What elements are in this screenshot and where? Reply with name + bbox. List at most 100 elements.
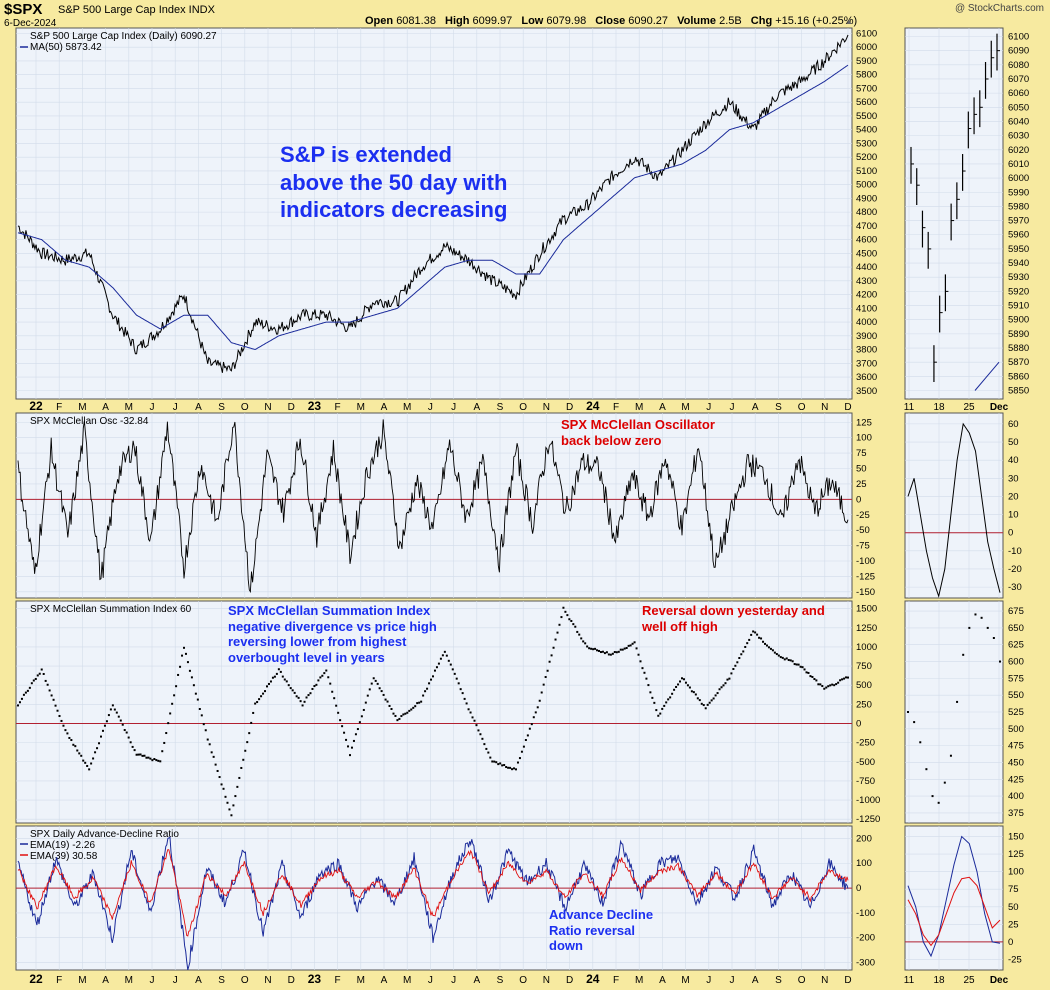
summation-point bbox=[345, 738, 348, 741]
side-y-tick-label: 20 bbox=[1008, 491, 1019, 502]
summation-point bbox=[453, 672, 456, 675]
summation-point bbox=[349, 754, 351, 757]
summation-point bbox=[264, 690, 267, 693]
summation-point bbox=[728, 677, 731, 680]
x-tick-label-mid: J bbox=[451, 402, 456, 413]
summation-point bbox=[455, 677, 458, 680]
summation-point bbox=[198, 707, 201, 710]
summation-point bbox=[159, 760, 162, 763]
x-tick-label-mid: S bbox=[497, 402, 504, 413]
summation-point bbox=[287, 684, 290, 687]
summation-point bbox=[783, 658, 786, 661]
summation-point bbox=[590, 647, 593, 650]
summation-point bbox=[327, 676, 330, 679]
y-tick-label: 6100 bbox=[856, 28, 877, 39]
x-tick-label-mid: S bbox=[218, 402, 225, 413]
y-tick-label: -300 bbox=[856, 958, 875, 969]
summation-point bbox=[412, 706, 415, 709]
summation-point bbox=[181, 654, 184, 657]
summation-point bbox=[787, 659, 790, 662]
summation-point bbox=[837, 681, 840, 684]
y-tick-label: 4300 bbox=[856, 276, 877, 287]
summation-point bbox=[742, 650, 745, 653]
summation-point bbox=[72, 743, 75, 746]
summation-point bbox=[388, 704, 391, 707]
side-summation-point bbox=[943, 781, 946, 784]
summation-point bbox=[831, 683, 834, 686]
quote-line: Open 6081.38 High 6099.97 Low 6079.98 Cl… bbox=[365, 15, 857, 27]
summation-point bbox=[92, 757, 95, 760]
summation-point bbox=[461, 692, 464, 695]
series-line-ma50 bbox=[17, 64, 849, 351]
summation-point bbox=[615, 651, 618, 654]
side-x-tick-label-mid: 11 bbox=[904, 402, 915, 413]
summation-point bbox=[24, 691, 27, 694]
summation-point bbox=[433, 669, 436, 672]
summation-point bbox=[760, 637, 763, 640]
summation-point bbox=[420, 700, 423, 703]
x-tick-label-mid: N bbox=[821, 402, 828, 413]
x-tick-label-mid: O bbox=[241, 402, 249, 413]
x-tick-label-mid: M bbox=[78, 402, 86, 413]
summation-point bbox=[30, 682, 33, 685]
summation-point bbox=[578, 633, 581, 636]
summation-point bbox=[88, 768, 91, 771]
y-tick-label: 25 bbox=[856, 479, 867, 490]
summation-point bbox=[526, 734, 529, 737]
y-tick-label: -750 bbox=[856, 776, 875, 787]
summation-point bbox=[250, 721, 253, 724]
side-summation-point bbox=[913, 721, 916, 724]
index-name: S&P 500 Large Cap Index INDX bbox=[58, 4, 215, 16]
side-y-tick-label: 10 bbox=[1008, 510, 1019, 521]
summation-point bbox=[548, 660, 551, 663]
summation-point bbox=[400, 715, 403, 718]
summation-point bbox=[801, 666, 804, 669]
copyright: @ StockCharts.com bbox=[954, 3, 1044, 14]
summation-point bbox=[594, 647, 597, 650]
summation-point bbox=[659, 712, 662, 715]
summation-point bbox=[382, 693, 385, 696]
summation-point bbox=[352, 739, 355, 742]
summation-point bbox=[147, 756, 150, 759]
summation-point bbox=[175, 685, 178, 688]
scroll-up-icon[interactable]: ▲ bbox=[845, 17, 853, 26]
summation-point bbox=[125, 731, 128, 734]
summation-point bbox=[113, 708, 116, 711]
summation-point bbox=[805, 671, 808, 674]
summation-point bbox=[641, 667, 644, 670]
summation-point bbox=[813, 678, 816, 681]
x-tick-label-mid: N bbox=[264, 402, 271, 413]
series-line-price bbox=[17, 34, 849, 373]
x-tick-label: F bbox=[335, 975, 341, 986]
x-tick-label-mid: D bbox=[288, 402, 295, 413]
legend-entry: EMA(19) -2.26 bbox=[30, 840, 95, 851]
summation-point bbox=[588, 647, 591, 650]
summation-point bbox=[414, 705, 417, 708]
x-tick-label: N bbox=[821, 975, 828, 986]
x-tick-label: S bbox=[218, 975, 225, 986]
summation-point bbox=[556, 631, 559, 634]
side-summation-point bbox=[907, 711, 909, 713]
summation-point bbox=[192, 684, 195, 687]
y-tick-label: 3900 bbox=[856, 331, 877, 342]
y-tick-label: -25 bbox=[856, 510, 870, 521]
annotation-reversal: Reversal down yesterday and well off hig… bbox=[642, 603, 825, 634]
summation-point bbox=[426, 687, 429, 690]
summation-point bbox=[428, 682, 431, 685]
x-tick-label-mid: M bbox=[357, 402, 365, 413]
summation-point bbox=[485, 747, 488, 750]
summation-point bbox=[635, 647, 638, 650]
summation-point bbox=[827, 685, 830, 688]
summation-point bbox=[611, 652, 614, 655]
summation-point bbox=[177, 673, 180, 676]
y-tick-label: 5000 bbox=[856, 180, 877, 191]
side-y-tick-label: 550 bbox=[1008, 690, 1024, 701]
summation-point bbox=[171, 702, 174, 705]
x-tick-label: J bbox=[451, 975, 456, 986]
y-tick-label: -150 bbox=[856, 587, 875, 598]
summation-point bbox=[179, 665, 182, 668]
summation-point bbox=[119, 719, 122, 722]
summation-point bbox=[767, 646, 770, 649]
x-tick-label-mid: F bbox=[56, 402, 62, 413]
x-tick-label: 24 bbox=[586, 972, 600, 986]
